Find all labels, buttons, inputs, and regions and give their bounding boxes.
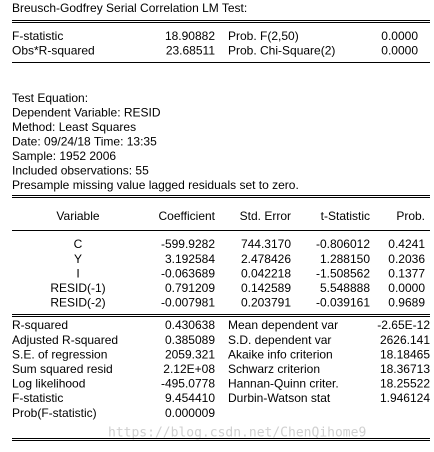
output-title: Breusch-Godfrey Serial Correlation LM Te… xyxy=(12,1,247,15)
coefficient-cell: 3.192584 xyxy=(165,252,215,266)
statistic-cell: 1.946124 xyxy=(380,391,430,405)
column-header: t-Statistic xyxy=(321,209,370,223)
coefficient-cell: 0.0000 xyxy=(388,281,425,295)
statistic-cell: Durbin-Watson stat xyxy=(228,391,331,405)
column-header: Coefficient xyxy=(159,209,216,223)
statistic-cell: 0.385089 xyxy=(165,333,215,347)
statistic-cell: Hannan-Quinn criter. xyxy=(228,377,339,391)
coefficient-cell: 744.3170 xyxy=(241,237,291,251)
coefficient-cell: -0.007981 xyxy=(161,296,215,310)
statistic-cell: 18.18465 xyxy=(380,347,430,361)
statistic-cell: F-statistic xyxy=(12,391,63,405)
coefficient-cell: 0.4241 xyxy=(388,237,425,251)
column-header: Std. Error xyxy=(240,209,291,223)
statistic-cell: 9.454410 xyxy=(165,391,215,405)
equation-line: Test Equation: xyxy=(12,91,88,105)
coefficient-cell: -1.508562 xyxy=(316,266,370,280)
statistic-cell: Sum squared resid xyxy=(12,362,113,376)
statistic-cell: -2.65E-12 xyxy=(377,318,430,332)
coefficient-cell: -0.063689 xyxy=(161,266,215,280)
statistic-cell: Log likelihood xyxy=(12,377,85,391)
statistic-cell: Prob(F-statistic) xyxy=(12,406,97,420)
statistic-cell: 0.430638 xyxy=(165,318,215,332)
equation-line: Date: 09/24/18 Time: 13:35 xyxy=(12,135,157,149)
test-cell: 0.0000 xyxy=(381,44,418,58)
statistic-cell: 0.000009 xyxy=(165,406,215,420)
coefficient-cell: 5.548888 xyxy=(320,281,370,295)
statistic-cell: S.E. of regression xyxy=(12,347,107,361)
coefficient-cell: 0.791209 xyxy=(165,281,215,295)
test-cell: F-statistic xyxy=(12,29,63,43)
column-header: Prob. xyxy=(396,209,425,223)
statistic-cell: S.D. dependent var xyxy=(228,333,331,347)
equation-line: Dependent Variable: RESID xyxy=(12,106,161,120)
statistic-cell: 2059.321 xyxy=(165,347,215,361)
test-cell: Prob. Chi-Square(2) xyxy=(228,44,335,58)
coefficient-cell: -0.039161 xyxy=(316,296,370,310)
coefficient-cell: 0.142589 xyxy=(241,281,291,295)
statistic-cell: 2626.141 xyxy=(380,333,430,347)
equation-line: Presample missing value lagged residuals… xyxy=(12,178,299,192)
coefficient-cell: C xyxy=(74,237,83,251)
coefficient-cell: I xyxy=(76,266,79,280)
equation-line: Method: Least Squares xyxy=(12,120,136,134)
test-cell: 23.68511 xyxy=(166,44,215,58)
coefficient-cell: Y xyxy=(74,252,82,266)
coefficient-cell: 0.2036 xyxy=(388,252,425,266)
test-cell: Prob. F(2,50) xyxy=(228,29,299,43)
statistic-cell: 2.12E+08 xyxy=(163,362,215,376)
coefficient-cell: 0.9689 xyxy=(388,296,425,310)
coefficient-cell: -599.9282 xyxy=(161,237,215,251)
statistic-cell: Schwarz criterion xyxy=(228,362,320,376)
coefficient-cell: RESID(-2) xyxy=(50,296,105,310)
coefficient-cell: 0.042218 xyxy=(241,266,291,280)
coefficient-cell: -0.806012 xyxy=(316,237,370,251)
statistic-cell: -495.0778 xyxy=(161,377,215,391)
coefficient-cell: 1.288150 xyxy=(320,252,370,266)
test-cell: Obs*R-squared xyxy=(12,44,95,58)
watermark: https://blog.csdn.net/ChenQihome9 xyxy=(108,426,366,441)
statistic-cell: Akaike info criterion xyxy=(228,347,333,361)
statistic-cell: Adjusted R-squared xyxy=(12,333,118,347)
statistic-cell: 18.25522 xyxy=(380,377,430,391)
test-cell: 0.0000 xyxy=(381,29,418,43)
column-header: Variable xyxy=(56,209,99,223)
test-cell: 18.90882 xyxy=(165,29,215,43)
coefficient-cell: 0.1377 xyxy=(388,266,425,280)
coefficient-cell: 2.478426 xyxy=(241,252,291,266)
statistic-cell: 18.36713 xyxy=(380,362,430,376)
equation-line: Sample: 1952 2006 xyxy=(12,149,116,163)
equation-line: Included observations: 55 xyxy=(12,164,149,178)
statistic-cell: Mean dependent var xyxy=(228,318,338,332)
coefficient-cell: 0.203791 xyxy=(241,296,291,310)
statistic-cell: R-squared xyxy=(12,318,68,332)
coefficient-cell: RESID(-1) xyxy=(50,281,105,295)
